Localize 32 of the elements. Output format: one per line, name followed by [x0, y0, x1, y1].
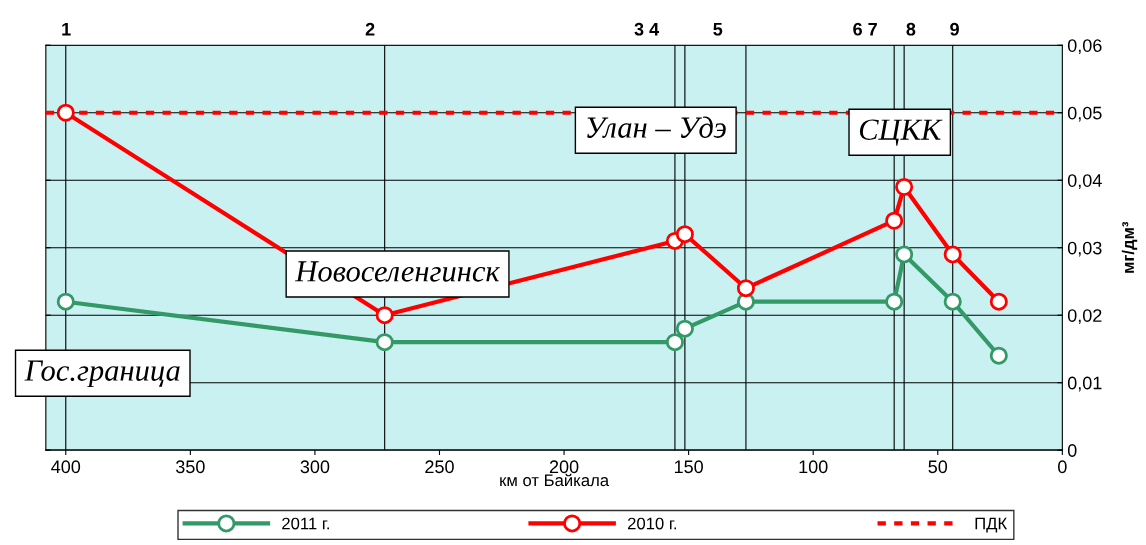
text: 5: [713, 22, 723, 36]
x-tick-label: 200: [549, 460, 579, 474]
annotation: СЦКК: [859, 119, 943, 146]
legend-label: 2010 г.: [627, 517, 677, 530]
x-tick-label: 100: [799, 460, 828, 474]
y-tick-label: 0,05: [1067, 106, 1102, 122]
x-tick-label: 300: [300, 460, 330, 474]
x-tick-label: 250: [425, 460, 454, 474]
y-axis-title: мг/дм³: [1121, 221, 1138, 273]
legend-label: ПДК: [975, 517, 1008, 533]
text: 3 4: [634, 22, 660, 36]
x-tick-label: 400: [51, 460, 81, 474]
text: 6 7: [853, 22, 877, 36]
y-tick-label: 0,03: [1067, 241, 1102, 257]
y-tick-label: 0,01: [1067, 376, 1102, 392]
x-axis-title: км от Байкала: [500, 473, 610, 487]
legend-label: 2011 г.: [282, 517, 329, 530]
annotation: Гос.граница: [24, 360, 180, 388]
annotation: Новоселенгинск: [295, 261, 500, 282]
text: 9: [950, 22, 959, 36]
x-tick-label: 150: [674, 460, 703, 474]
y-tick-label: 0,02: [1067, 309, 1102, 325]
x-tick-label: 350: [175, 460, 205, 474]
y-tick-label: 0,06: [1067, 39, 1102, 55]
text: 8: [906, 22, 916, 36]
x-tick-label: 50: [928, 460, 948, 474]
y-tick-label: 0: [1067, 444, 1077, 457]
x-tick-label: 0: [1058, 460, 1067, 474]
text: 2: [365, 22, 375, 36]
annotation: Улан – Удэ: [587, 116, 726, 138]
text: 1: [62, 22, 71, 36]
y-tick-label: 0,04: [1067, 174, 1102, 190]
